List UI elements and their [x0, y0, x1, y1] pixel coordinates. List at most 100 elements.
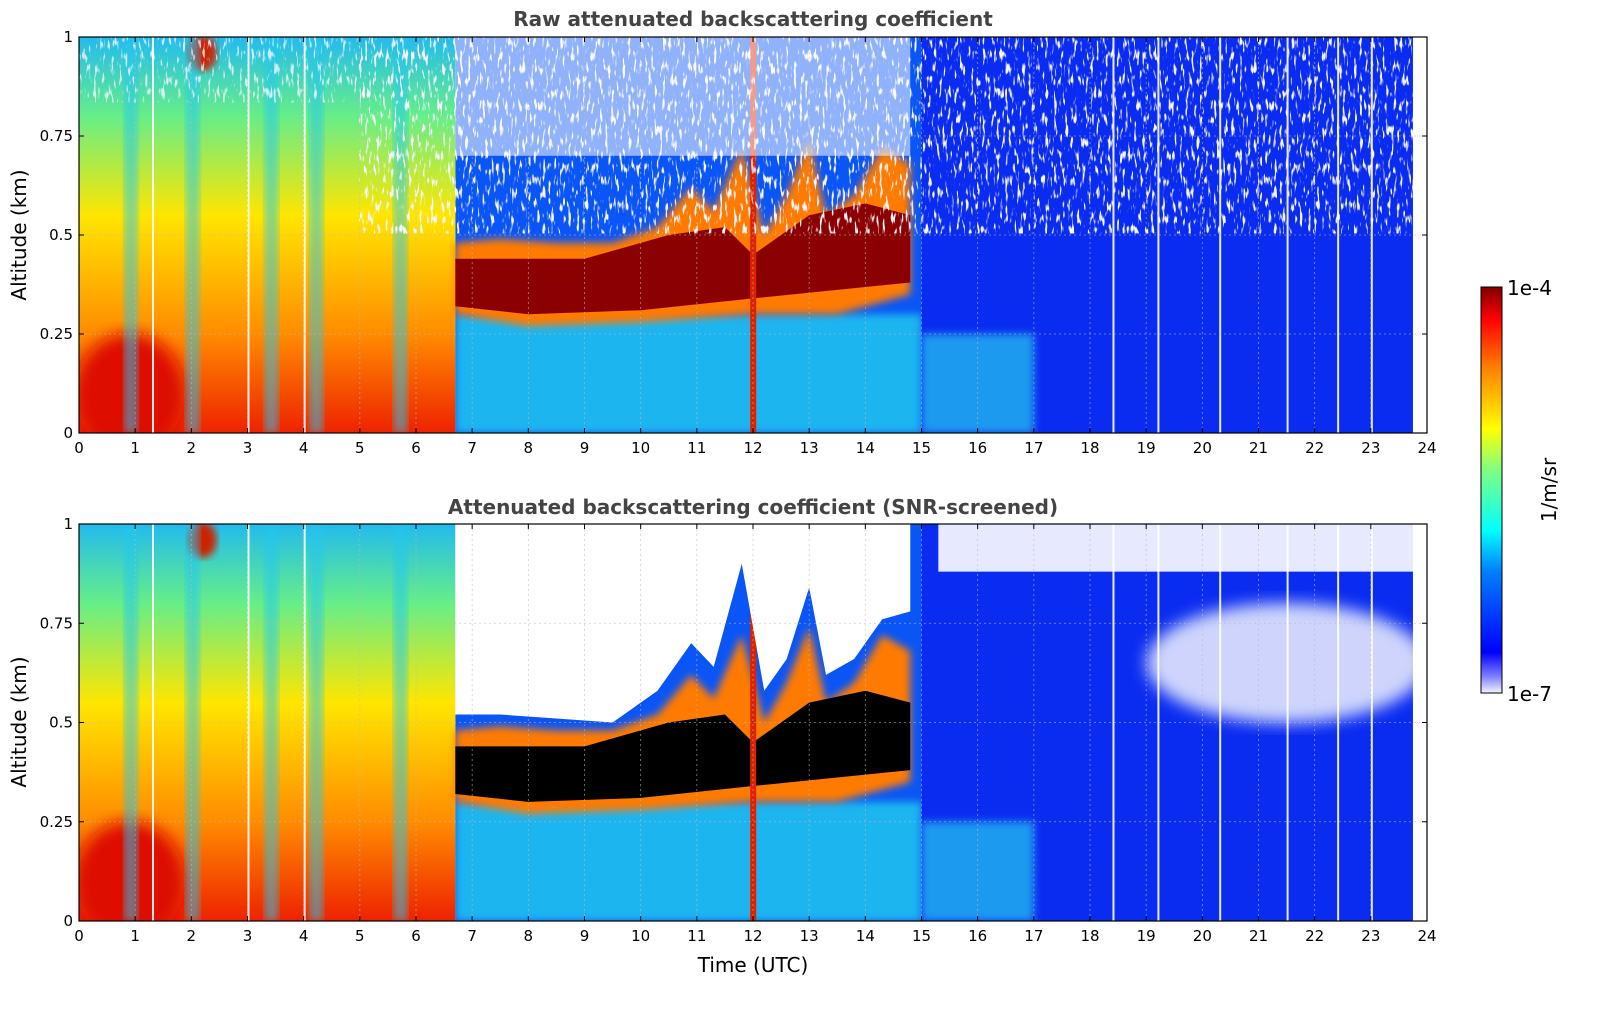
x-tick-label: 20: [1193, 439, 1212, 457]
noise-speckle: [79, 37, 456, 97]
x-tick-label: 12: [743, 927, 762, 945]
x-tick-label: 10: [631, 927, 650, 945]
plume-streak: [309, 524, 324, 921]
colorbar: 1e-4 1e-7 1/m/sr: [1480, 276, 1561, 706]
data-gap: [1157, 37, 1160, 433]
x-tick-label: 6: [411, 927, 421, 945]
y-tick-label: 0.75: [40, 614, 73, 632]
top-y-axis-label: Altitude (km): [7, 169, 31, 300]
data-gap: [247, 524, 250, 921]
precipitation-shaft: [750, 37, 757, 433]
x-tick-label: 22: [1305, 439, 1324, 457]
x-tick-label: 15: [912, 927, 931, 945]
x-tick-label: 24: [1417, 927, 1436, 945]
x-tick-label: 3: [243, 439, 253, 457]
x-tick-label: 16: [968, 927, 987, 945]
x-tick-label: 18: [1080, 927, 1099, 945]
x-tick-label: 8: [524, 927, 534, 945]
x-tick-label: 7: [467, 927, 477, 945]
x-tick-label: 13: [800, 439, 819, 457]
y-tick-label: 0: [63, 424, 73, 442]
x-tick-label: 23: [1361, 927, 1380, 945]
cloud-core: [455, 690, 911, 802]
x-tick-label: 8: [524, 439, 534, 457]
data-gap: [1337, 524, 1340, 921]
bottom-y-axis-label: Altitude (km): [7, 656, 31, 787]
x-tick-label: 5: [355, 927, 365, 945]
data-gap: [1370, 37, 1373, 433]
x-tick-label: 4: [299, 439, 309, 457]
aerosol-lower: [455, 801, 922, 921]
snr-mask: [455, 524, 911, 723]
x-tick-label: 3: [243, 927, 253, 945]
data-gap: [1286, 37, 1289, 433]
noise-clear: [455, 37, 911, 156]
plot-area: [79, 37, 1427, 433]
x-tick-label: 14: [856, 927, 875, 945]
x-tick-label: 15: [912, 439, 931, 457]
colorbar-min-label: 1e-7: [1507, 682, 1552, 706]
x-tick-label: 21: [1249, 439, 1268, 457]
y-tick-label: 0.25: [40, 325, 73, 343]
colorbar-gradient: [1480, 286, 1503, 694]
x-tick-label: 0: [74, 439, 84, 457]
plume-streak: [185, 524, 200, 921]
y-tick-label: 0: [63, 912, 73, 930]
x-tick-label: 17: [1024, 439, 1043, 457]
data-gap: [1286, 524, 1289, 921]
x-tick-label: 5: [355, 439, 365, 457]
precipitation-shaft: [750, 524, 757, 921]
x-tick-label: 19: [1137, 927, 1156, 945]
x-tick-label: 2: [187, 439, 197, 457]
y-tick-label: 0.5: [49, 226, 73, 244]
x-tick-label: 1: [130, 439, 140, 457]
y-tick-label: 0.5: [49, 714, 73, 732]
y-tick-label: 1: [63, 515, 73, 533]
x-tick-label: 2: [187, 927, 197, 945]
data-gap: [247, 37, 250, 433]
x-tick-label: 11: [687, 439, 706, 457]
x-tick-label: 9: [580, 439, 590, 457]
evening-lower: [921, 821, 1034, 921]
x-tick-label: 21: [1249, 927, 1268, 945]
y-tick-label: 0.75: [40, 127, 73, 145]
x-tick-label: 24: [1417, 439, 1436, 457]
data-gap: [1112, 524, 1115, 921]
cloud-core: [455, 203, 911, 315]
bottom-panel-title: Attenuated backscattering coefficient (S…: [448, 495, 1058, 519]
x-tick-label: 20: [1193, 927, 1212, 945]
x-tick-label: 14: [856, 439, 875, 457]
x-tick-label: 0: [74, 927, 84, 945]
x-tick-label: 12: [743, 439, 762, 457]
plume-streak: [264, 524, 279, 921]
x-tick-label: 7: [467, 439, 477, 457]
colorbar-max-label: 1e-4: [1507, 276, 1552, 300]
colorbar-unit-label: 1/m/sr: [1537, 457, 1561, 522]
y-tick-label: 1: [63, 28, 73, 46]
top-panel: 0 1 2 3 4 5 6 7 8 9 10 11 12 13 14 15 16 17 18 19 20 21 22 23 24…: [40, 28, 1437, 457]
x-tick-label: 18: [1080, 439, 1099, 457]
bottom-panel: 0 1 2 3 4 5 6 7 8 9 10 11 12 13 14 15 16 17 18 19 20 21 22 23 24…: [40, 515, 1437, 945]
plot-area: [79, 524, 1427, 921]
x-tick-label: 23: [1361, 439, 1380, 457]
data-gap: [1112, 37, 1115, 433]
x-tick-label: 6: [411, 439, 421, 457]
data-gap: [1370, 524, 1373, 921]
x-tick-label: 9: [580, 927, 590, 945]
x-tick-label: 4: [299, 927, 309, 945]
x-tick-label: 19: [1137, 439, 1156, 457]
x-tick-label: 17: [1024, 927, 1043, 945]
x-tick-label: 13: [800, 927, 819, 945]
data-gap: [152, 37, 155, 433]
y-tick-label: 0.25: [40, 813, 73, 831]
data-gap: [1157, 524, 1160, 921]
x-tick-label: 16: [968, 439, 987, 457]
data-gap: [1337, 37, 1340, 433]
x-axis-label: Time (UTC): [697, 953, 809, 977]
data-gap: [152, 524, 155, 921]
x-tick-label: 10: [631, 439, 650, 457]
aerosol-lower: [455, 314, 922, 433]
snr-mask-top: [938, 524, 1416, 572]
x-tick-label: 11: [687, 927, 706, 945]
